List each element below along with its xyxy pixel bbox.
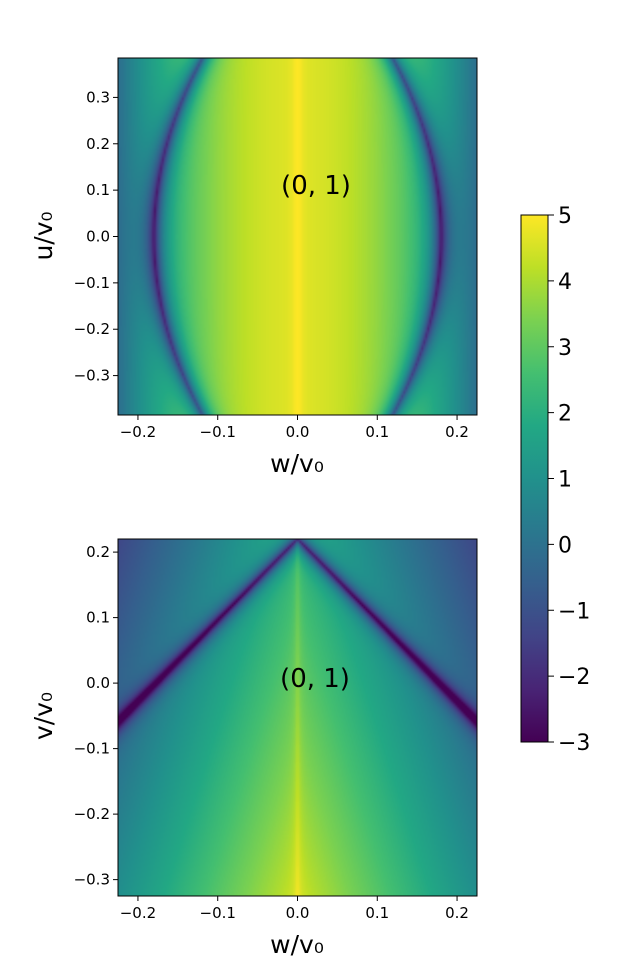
bottom-x-tick-label: 0.0 [286, 904, 310, 922]
bottom-y-tick-label: −0.1 [74, 740, 110, 758]
colorbar-tick-label: 5 [558, 204, 572, 229]
bottom-x-tick-label: 0.1 [365, 904, 389, 922]
bottom-x-tick-label: −0.1 [200, 904, 236, 922]
colorbar-tick-label: −2 [558, 665, 590, 690]
top-y-tick-label: 0.0 [86, 228, 110, 246]
top-y-tick-label: −0.3 [74, 367, 110, 385]
colorbar-tick-label: −3 [558, 731, 590, 756]
colorbar-tick-label: −1 [558, 599, 590, 624]
top-x-axis-label: w/v₀ [270, 449, 324, 478]
top-y-tick-label: −0.2 [74, 320, 110, 338]
bottom-y-tick-label: −0.3 [74, 871, 110, 889]
bottom-heatmap-image [118, 539, 477, 896]
colorbar-tick-label: 2 [558, 402, 572, 427]
colorbar-tick-label: 3 [558, 336, 572, 361]
colorbar-gradient [520, 214, 549, 743]
top-y-axis-label: u/v₀ [29, 211, 58, 260]
top-x-tick-label: −0.2 [120, 423, 156, 441]
top-heatmap-image [118, 58, 477, 415]
top-y-tick-label: −0.1 [74, 274, 110, 292]
top-annotation: (0, 1) [281, 171, 351, 201]
top-heatmap-panel: −0.2 −0.1 0.0 0.1 0.2 0.3 0.2 0.1 0.0 −0.1 −0.2 −0… [29, 57, 478, 478]
colorbar: 5 4 3 2 1 0 −1 −2 −3 [520, 204, 590, 756]
bottom-y-tick-label: 0.2 [86, 543, 110, 561]
top-y-tick-label: 0.1 [86, 181, 110, 199]
bottom-y-tick-label: 0.0 [86, 674, 110, 692]
colorbar-tick-label: 4 [558, 270, 572, 295]
bottom-y-tick-label: 0.1 [86, 609, 110, 627]
top-x-tick-label: −0.1 [200, 423, 236, 441]
bottom-heatmap-panel: −0.2 −0.1 0.0 0.1 0.2 0.20.10.0−0.1−0.2−0.3 … [29, 538, 478, 959]
bottom-x-tick-label: −0.2 [120, 904, 156, 922]
top-x-tick-label: 0.0 [286, 423, 310, 441]
top-y-tick-label: 0.3 [86, 88, 110, 106]
top-x-tick-label: 0.2 [445, 423, 469, 441]
bottom-annotation: (0, 1) [280, 664, 350, 694]
colorbar-tick-label: 1 [558, 468, 572, 493]
colorbar-tick-label: 0 [558, 533, 572, 558]
bottom-y-tick-label: −0.2 [74, 805, 110, 823]
bottom-x-axis-label: w/v₀ [270, 930, 324, 959]
bottom-y-axis-label: v/v₀ [29, 692, 58, 740]
top-y-tick-label: 0.2 [86, 135, 110, 153]
bottom-x-tick-label: 0.2 [445, 904, 469, 922]
top-x-tick-label: 0.1 [365, 423, 389, 441]
